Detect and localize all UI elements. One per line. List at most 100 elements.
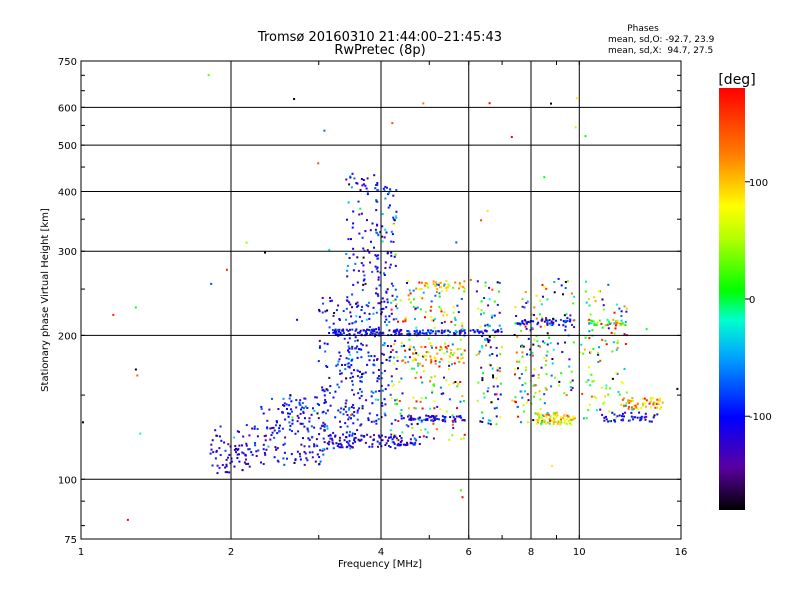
data-point	[277, 460, 280, 463]
data-point	[342, 408, 345, 411]
y-tick-label: 100	[58, 475, 77, 486]
data-point	[289, 394, 292, 397]
data-point	[345, 307, 348, 310]
data-point	[612, 318, 615, 321]
data-point	[496, 281, 499, 284]
data-point	[346, 218, 348, 221]
data-point	[443, 283, 446, 286]
data-point	[134, 306, 137, 309]
data-point	[486, 323, 489, 326]
data-point	[348, 408, 350, 411]
data-point	[389, 446, 392, 448]
data-point	[338, 333, 341, 336]
data-point	[454, 420, 457, 423]
data-point	[533, 314, 535, 316]
data-point	[480, 366, 483, 369]
data-point	[481, 344, 484, 347]
data-point	[356, 409, 359, 412]
data-point	[404, 349, 407, 352]
data-point	[599, 359, 602, 362]
data-point	[350, 417, 352, 420]
data-point	[532, 320, 535, 323]
data-point	[588, 304, 591, 307]
data-point	[386, 298, 389, 301]
data-point	[360, 348, 363, 351]
data-point	[558, 323, 561, 326]
data-point	[556, 422, 559, 425]
data-point	[214, 429, 217, 432]
data-point	[643, 416, 646, 419]
data-point	[428, 416, 431, 419]
data-point	[400, 409, 403, 411]
colorbar-tick-label: 100	[749, 178, 768, 189]
data-point	[368, 312, 371, 315]
data-point	[652, 403, 655, 406]
data-point	[389, 189, 392, 192]
data-point	[324, 399, 327, 401]
data-point	[398, 333, 401, 336]
data-point	[376, 270, 379, 273]
data-point	[400, 439, 403, 442]
data-point	[365, 344, 368, 347]
data-point	[568, 358, 571, 361]
data-point	[351, 322, 354, 325]
data-point	[348, 439, 351, 442]
x-axis-label: Frequency [MHz]	[338, 559, 422, 570]
data-point	[639, 419, 641, 422]
data-point	[412, 289, 415, 292]
data-point	[376, 182, 379, 184]
data-point	[529, 320, 532, 323]
data-point	[553, 419, 556, 421]
data-point	[515, 315, 518, 317]
data-point	[411, 367, 413, 370]
data-point	[311, 435, 314, 438]
data-point	[624, 404, 627, 407]
data-point	[372, 391, 375, 394]
data-point	[390, 433, 393, 436]
data-point	[359, 329, 362, 332]
data-point	[304, 397, 307, 400]
data-point	[425, 417, 428, 420]
data-point	[444, 342, 446, 345]
data-point	[448, 383, 451, 386]
data-point	[359, 376, 362, 379]
data-point	[407, 298, 410, 301]
data-point	[318, 456, 321, 459]
data-point	[262, 463, 265, 465]
data-point	[600, 322, 603, 325]
data-point	[526, 353, 529, 356]
data-point	[392, 299, 395, 302]
data-point	[303, 397, 306, 400]
data-point	[271, 431, 274, 434]
data-point	[570, 370, 573, 373]
data-point	[218, 466, 221, 469]
data-point	[385, 291, 388, 294]
data-point	[311, 456, 314, 459]
data-point	[360, 212, 363, 215]
data-point	[321, 449, 324, 452]
data-point	[616, 320, 619, 322]
data-point	[315, 444, 318, 447]
data-point	[348, 337, 351, 340]
data-point	[362, 435, 365, 437]
data-point	[555, 319, 557, 322]
data-point	[384, 403, 387, 406]
data-point	[546, 411, 549, 414]
data-point	[650, 398, 653, 401]
data-point	[341, 364, 343, 366]
data-point	[313, 443, 316, 446]
data-point	[408, 289, 411, 292]
data-point	[413, 357, 416, 360]
data-point	[393, 255, 396, 258]
data-point	[325, 412, 327, 415]
data-point	[362, 183, 365, 186]
data-point	[621, 398, 624, 401]
data-point	[453, 317, 456, 320]
data-point	[378, 377, 381, 380]
data-point	[451, 363, 453, 366]
data-point	[392, 383, 395, 386]
data-point	[443, 416, 446, 419]
data-point	[540, 366, 543, 369]
data-point	[418, 443, 421, 445]
data-point	[372, 363, 375, 366]
